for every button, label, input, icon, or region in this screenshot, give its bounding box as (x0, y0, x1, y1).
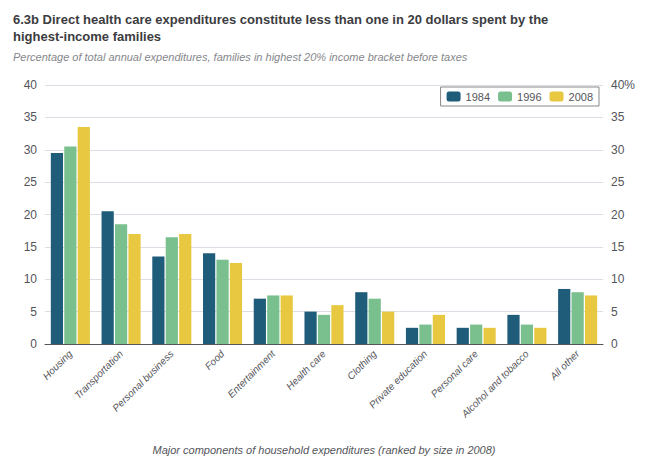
svg-text:25: 25 (611, 175, 625, 189)
svg-text:5: 5 (30, 305, 37, 319)
svg-text:40: 40 (24, 78, 38, 92)
svg-text:1984: 1984 (466, 91, 490, 103)
svg-text:Housing: Housing (41, 348, 75, 382)
svg-text:6.3b Direct health care expend: 6.3b Direct health care expenditures con… (13, 12, 552, 27)
svg-text:Personal care: Personal care (429, 348, 481, 400)
svg-text:2008: 2008 (569, 91, 593, 103)
svg-text:5: 5 (611, 305, 618, 319)
svg-text:0: 0 (611, 337, 618, 351)
svg-text:20: 20 (24, 208, 38, 222)
svg-text:35: 35 (24, 110, 38, 124)
svg-text:Food: Food (203, 348, 227, 372)
svg-text:30: 30 (611, 143, 625, 157)
svg-text:10: 10 (24, 272, 38, 286)
svg-text:Private education: Private education (367, 348, 430, 411)
svg-text:highest-income families: highest-income families (13, 29, 161, 44)
svg-text:1996: 1996 (517, 91, 541, 103)
svg-text:25: 25 (24, 175, 38, 189)
svg-text:15: 15 (611, 240, 625, 254)
svg-text:Personal business: Personal business (110, 348, 175, 413)
svg-text:Clothing: Clothing (345, 348, 379, 382)
svg-text:10: 10 (611, 272, 625, 286)
svg-text:35: 35 (611, 110, 625, 124)
svg-text:40%: 40% (611, 78, 635, 92)
svg-text:Percentage of total annual exp: Percentage of total annual expenditures,… (13, 51, 468, 63)
svg-text:Transportation: Transportation (72, 348, 125, 401)
svg-text:All other: All other (547, 348, 582, 383)
svg-text:0: 0 (30, 337, 37, 351)
svg-text:15: 15 (24, 240, 38, 254)
svg-text:Major components of household: Major components of household expenditur… (152, 444, 495, 456)
svg-text:Alcohol and tobacco: Alcohol and tobacco (459, 348, 531, 420)
svg-text:20: 20 (611, 208, 625, 222)
svg-text:Health care: Health care (284, 348, 328, 392)
svg-text:Entertainment: Entertainment (225, 347, 278, 400)
svg-text:30: 30 (24, 143, 38, 157)
